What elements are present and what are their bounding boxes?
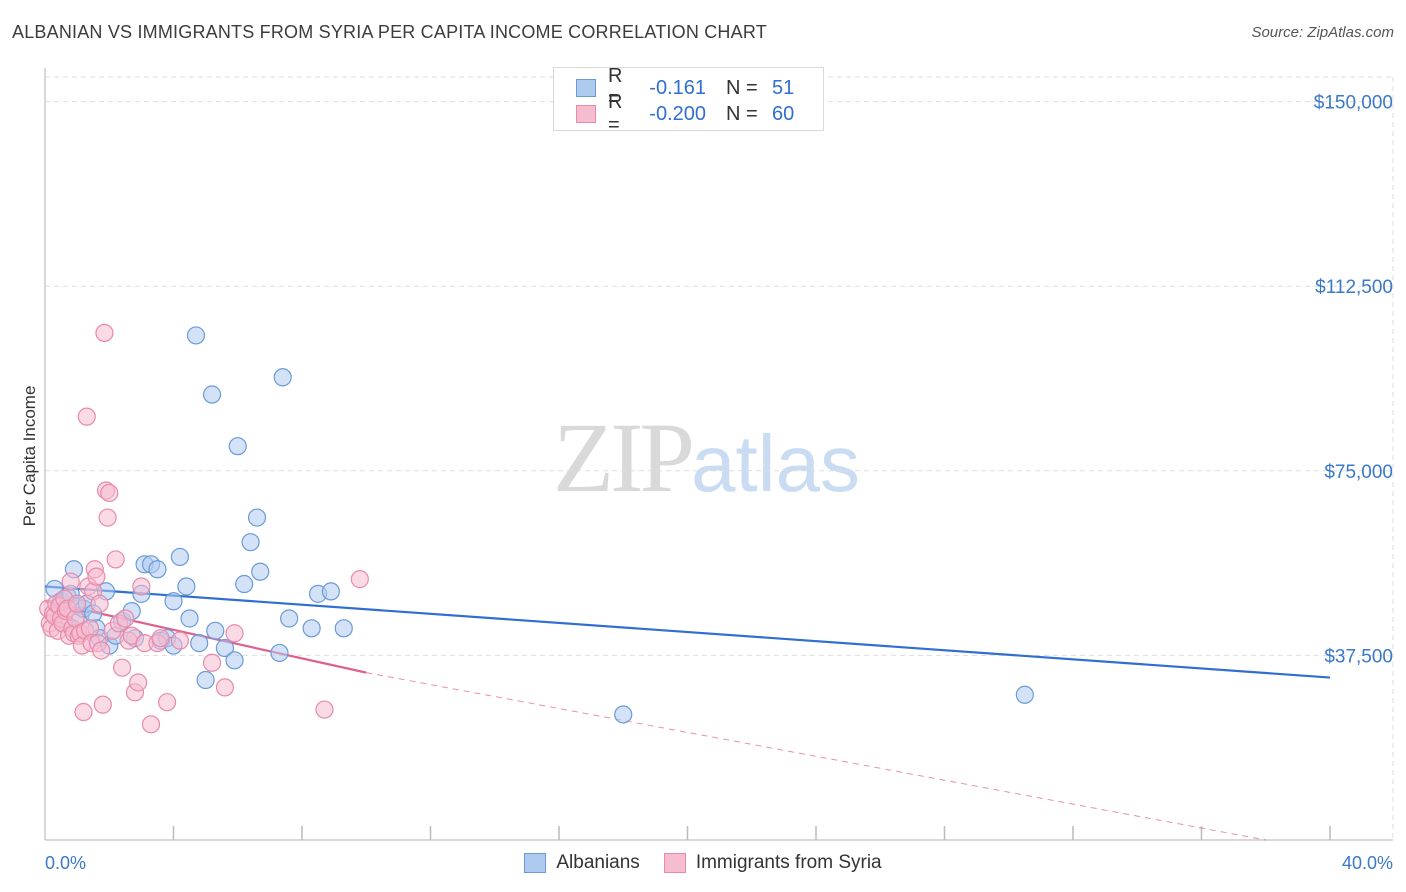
syria-point (98, 508, 117, 527)
legend-r-value: -0.161 (649, 76, 706, 99)
grid-layer (45, 76, 1394, 840)
syria-point (87, 567, 106, 586)
albanian-point (235, 574, 254, 594)
albanian-point (206, 621, 225, 640)
albanian-point (180, 609, 199, 628)
syria-point (170, 631, 190, 650)
legend-n-label: N = (726, 76, 758, 99)
albanian-point (241, 533, 260, 552)
syria-point (225, 624, 244, 643)
albanian-point (321, 582, 341, 601)
legend-n-label: N = (726, 102, 758, 125)
albanian-point (334, 619, 353, 638)
syria-point (61, 572, 80, 591)
x-tick-label: 0.0% (45, 853, 86, 873)
syria-point (116, 609, 135, 628)
albanian-point (186, 326, 206, 345)
albanian-point (1015, 685, 1034, 704)
syria-point (112, 658, 132, 677)
syria-point (141, 715, 161, 734)
albanian-point (190, 633, 209, 653)
albanian-point (280, 609, 299, 628)
y-tick-label: $150,000 (1314, 93, 1393, 114)
syria-point (215, 678, 234, 697)
syria-point (74, 702, 93, 722)
albanian-point (228, 437, 247, 456)
legend-n-value: 51 (772, 76, 795, 99)
series-swatch-albanians (524, 853, 547, 873)
albanian-point (225, 651, 244, 670)
syria-trendline-extension (366, 672, 1266, 841)
syria-point (151, 629, 170, 648)
source-label: Source: ZipAtlas.com (1251, 24, 1394, 41)
chart-title: ALBANIAN VS IMMIGRANTS FROM SYRIA PER CA… (12, 22, 767, 42)
albanian-point (273, 368, 292, 387)
watermark-atlas: atlas (691, 419, 860, 508)
syria-point (77, 407, 96, 426)
series-swatch-syria (663, 853, 686, 873)
albanian-point (270, 643, 289, 663)
legend-swatch-albanians (576, 79, 596, 97)
albanian-point (202, 385, 222, 404)
syria-point (68, 594, 87, 613)
series-label-syria: Immigrants from Syria (695, 852, 882, 873)
legend-r-value: -0.200 (649, 102, 706, 125)
syria-point (157, 693, 177, 712)
y-tick-label: $75,000 (1324, 462, 1393, 483)
albanian-point (614, 705, 633, 724)
albanian-point (196, 670, 215, 690)
axis-layer: $37,500 $75,000 $112,500 $150,000 0.0% 40.0% (44, 68, 1393, 873)
syria-point (202, 653, 222, 672)
legend-r-label: R = (608, 91, 623, 136)
albanian-point (215, 638, 234, 658)
albanian-point (164, 592, 183, 611)
albanian-point (170, 547, 190, 567)
syria-point (100, 483, 119, 503)
legend-row-syria: R = -0.200 N = 60 (576, 91, 795, 136)
legend-row-albanians: R = -0.161 N = 51 (576, 65, 795, 110)
trend-layer (44, 585, 1331, 841)
syria-point (132, 577, 151, 596)
series-label-albanians: Albanians (556, 852, 640, 873)
y-tick-label: $112,500 (1315, 277, 1393, 298)
albanian-point (177, 577, 196, 596)
syria-point (90, 594, 109, 613)
albanian-point (251, 562, 270, 581)
points-layer (39, 323, 1034, 734)
y-tick-label: $37,500 (1324, 646, 1393, 667)
syria-point (315, 700, 334, 719)
series-legend: Albanians Immigrants from Syria (0, 852, 1406, 874)
syria-point (92, 641, 111, 660)
syria-point (350, 570, 369, 589)
albanian-point (148, 560, 167, 579)
syria-point (106, 550, 125, 569)
syria-point (93, 695, 112, 714)
watermark-zip: ZIP (553, 402, 695, 513)
stats-legend: R = -0.161 N = 51 R = -0.200 N = 60 (553, 65, 824, 136)
series-legend-syria[interactable]: Immigrants from Syria (663, 852, 882, 874)
syria-point (95, 323, 114, 343)
legend-r-label: R = (608, 65, 623, 110)
albanian-trendline (44, 585, 1331, 679)
albanian-point (302, 619, 321, 638)
legend-n-value: 60 (772, 102, 795, 125)
series-legend-albanians[interactable]: Albanians (524, 852, 640, 874)
albanian-point (247, 508, 267, 527)
legend-swatch-syria (576, 105, 596, 123)
y-axis-label: Per Capita Income (20, 386, 39, 527)
x-tick-label: 40.0% (1342, 853, 1393, 873)
watermark: ZIPatlas (553, 400, 860, 515)
syria-point (129, 673, 148, 692)
